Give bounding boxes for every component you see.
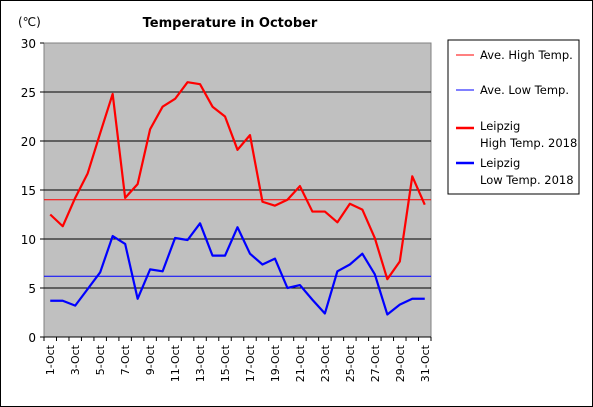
y-tick-label: 20 (21, 135, 36, 149)
legend-label-leipzig-high-line1: Leipzig (480, 119, 520, 133)
x-tick-label: 17-Oct (244, 344, 257, 382)
legend-label-ave-high: Ave. High Temp. (480, 48, 573, 62)
y-tick-label: 5 (28, 282, 36, 296)
legend-label-ave-low: Ave. Low Temp. (480, 83, 569, 97)
y-tick-label: 0 (28, 331, 36, 345)
x-tick-label: 31-Oct (419, 344, 432, 382)
grid-lines (44, 91, 431, 289)
x-axis-ticks: 1-Oct 3-Oct 5-Oct 7-Oct 9-Oct 11-Oct 13-Oct 15-… (43, 336, 432, 382)
series-line-leipzig-low (50, 222, 425, 316)
y-tick-label: 15 (21, 184, 36, 198)
legend-label-leipzig-low-line1: Leipzig (480, 156, 520, 170)
x-tick-label: 29-Oct (394, 344, 407, 382)
x-tick-label: 25-Oct (344, 344, 357, 382)
y-tick-label: 30 (21, 37, 36, 51)
x-tick-label: 5-Oct (94, 344, 107, 375)
series-layer (44, 81, 431, 316)
x-tick-label: 21-Oct (294, 344, 307, 382)
legend-label-leipzig-high-line2: High Temp. 2018 (480, 136, 577, 150)
legend: Ave. High Temp. Ave. Low Temp. Leipzig H… (447, 39, 580, 195)
unit-label: (℃) (18, 15, 41, 29)
series-line-leipzig-high (49, 81, 426, 281)
legend-label-leipzig-low-line2: Low Temp. 2018 (480, 173, 574, 187)
x-tick-label: 19-Oct (269, 344, 282, 382)
y-tick-label: 25 (21, 86, 36, 100)
x-tick-label: 1-Oct (44, 344, 57, 375)
chart-title: Temperature in October (143, 16, 318, 31)
y-tick-label: 10 (21, 233, 36, 247)
y-axis-ticks: 0 5 10 15 20 25 30 (21, 37, 44, 345)
x-tick-label: 3-Oct (69, 344, 82, 375)
x-tick-label: 23-Oct (319, 344, 332, 382)
x-tick-label: 15-Oct (219, 344, 232, 382)
x-tick-label: 11-Oct (169, 344, 182, 382)
x-tick-label: 27-Oct (369, 344, 382, 382)
legend-box (447, 39, 580, 195)
x-tick-label: 13-Oct (194, 344, 207, 382)
x-tick-label: 7-Oct (119, 344, 132, 375)
x-tick-label: 9-Oct (144, 344, 157, 375)
